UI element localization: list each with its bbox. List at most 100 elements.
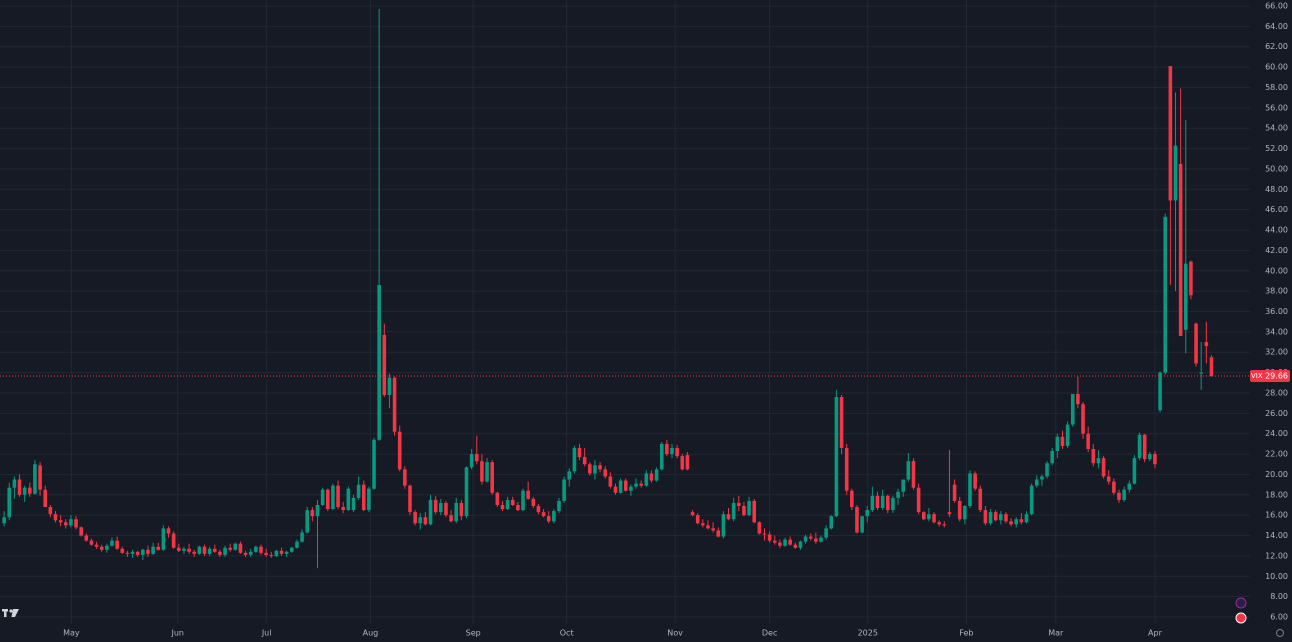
candle-body	[885, 495, 890, 511]
candle-body	[798, 541, 803, 548]
candle-body	[659, 443, 664, 470]
candle-body	[947, 512, 952, 515]
candle-body	[942, 524, 947, 526]
candle-body	[762, 533, 767, 535]
candle-body	[428, 499, 433, 525]
candle-body	[577, 447, 582, 458]
candle-body	[7, 487, 12, 518]
candle-body	[464, 467, 469, 517]
y-tick-label: 36.00	[1265, 307, 1288, 316]
candle-body	[726, 514, 731, 520]
candle-body	[120, 548, 125, 553]
candle-body	[341, 507, 345, 511]
candle-body	[413, 512, 417, 524]
candle-body	[43, 489, 48, 508]
candle-body	[444, 502, 448, 516]
candle-body	[932, 514, 936, 523]
candle-body	[500, 504, 505, 510]
candle-body	[320, 489, 325, 505]
candle-body	[1040, 476, 1044, 480]
candle-body	[639, 483, 643, 486]
candle-body	[212, 548, 217, 552]
candle-body	[1168, 66, 1173, 201]
candle-body	[860, 516, 864, 533]
candle-body	[680, 456, 685, 470]
candle-body	[742, 506, 746, 516]
candle-body	[254, 546, 258, 552]
candle-body	[192, 551, 197, 554]
candle-body	[223, 547, 227, 555]
candle-body	[808, 536, 813, 539]
candle-body	[988, 512, 993, 524]
candle-body	[238, 543, 243, 553]
candle-body	[875, 495, 880, 509]
candle-body	[372, 439, 376, 489]
candle-body	[1014, 519, 1019, 525]
y-tick-label: 12.00	[1265, 551, 1288, 560]
candle-body	[536, 506, 541, 513]
y-tick-label: 52.00	[1265, 144, 1288, 153]
candle-body	[331, 485, 335, 510]
candle-body	[264, 552, 268, 555]
candle-body	[855, 507, 859, 533]
x-tick-label: Apr	[1148, 629, 1163, 638]
candle-body	[207, 548, 212, 554]
candle-body	[778, 542, 782, 546]
price-value: 29.66	[1265, 372, 1288, 381]
y-tick-label: 54.00	[1265, 124, 1288, 133]
candle-body	[403, 469, 407, 486]
candle-body	[300, 532, 304, 542]
candle-body	[721, 514, 726, 537]
x-tick-label: Mar	[1048, 629, 1064, 638]
candle-body	[1076, 393, 1080, 405]
candle-body	[449, 515, 453, 522]
candle-body	[850, 490, 854, 508]
candle-body	[510, 499, 515, 505]
candle-body	[1055, 436, 1060, 452]
candle-body	[38, 465, 42, 490]
candle-body	[325, 489, 330, 510]
y-tick-label: 24.00	[1265, 429, 1288, 438]
candle-body	[1194, 323, 1198, 364]
candle-body	[968, 473, 972, 507]
candle-body	[880, 495, 885, 509]
candle-body	[1132, 458, 1137, 484]
candle-body	[423, 517, 428, 525]
candle-body	[202, 546, 207, 554]
candle-body	[218, 551, 222, 555]
candle-body	[999, 514, 1003, 521]
icons[interactable]	[1235, 597, 1284, 637]
candle-body	[166, 528, 171, 534]
candle-body	[1045, 463, 1049, 477]
candle-body	[716, 530, 721, 537]
candles	[0, 9, 1250, 569]
candle-body	[654, 469, 659, 481]
candle-body	[176, 547, 181, 551]
candle-body	[546, 516, 551, 522]
candle-body	[1034, 479, 1039, 486]
candle-body	[1142, 434, 1147, 460]
candle-body	[269, 554, 274, 556]
candle-body	[22, 487, 27, 495]
candle-body	[937, 522, 941, 525]
y-tick-label: 40.00	[1265, 266, 1288, 275]
candle-body	[737, 502, 741, 507]
candle-body	[110, 540, 114, 546]
candle-body	[634, 483, 638, 487]
y-tick-label: 44.00	[1265, 226, 1288, 235]
candle-body	[1158, 372, 1162, 411]
candle-body	[711, 528, 715, 531]
y-tick-label: 48.00	[1265, 185, 1288, 194]
candle-body	[356, 484, 361, 498]
candle-body	[135, 551, 140, 555]
candle-body	[228, 547, 232, 550]
candle-body	[793, 544, 798, 548]
candle-body	[819, 537, 823, 542]
price-axis-bg	[1250, 0, 1292, 642]
candle-body	[1101, 458, 1106, 477]
candle-body	[562, 479, 566, 501]
candle-body	[474, 454, 479, 462]
candle-body	[130, 551, 135, 554]
y-tick-label: 10.00	[1265, 572, 1288, 581]
